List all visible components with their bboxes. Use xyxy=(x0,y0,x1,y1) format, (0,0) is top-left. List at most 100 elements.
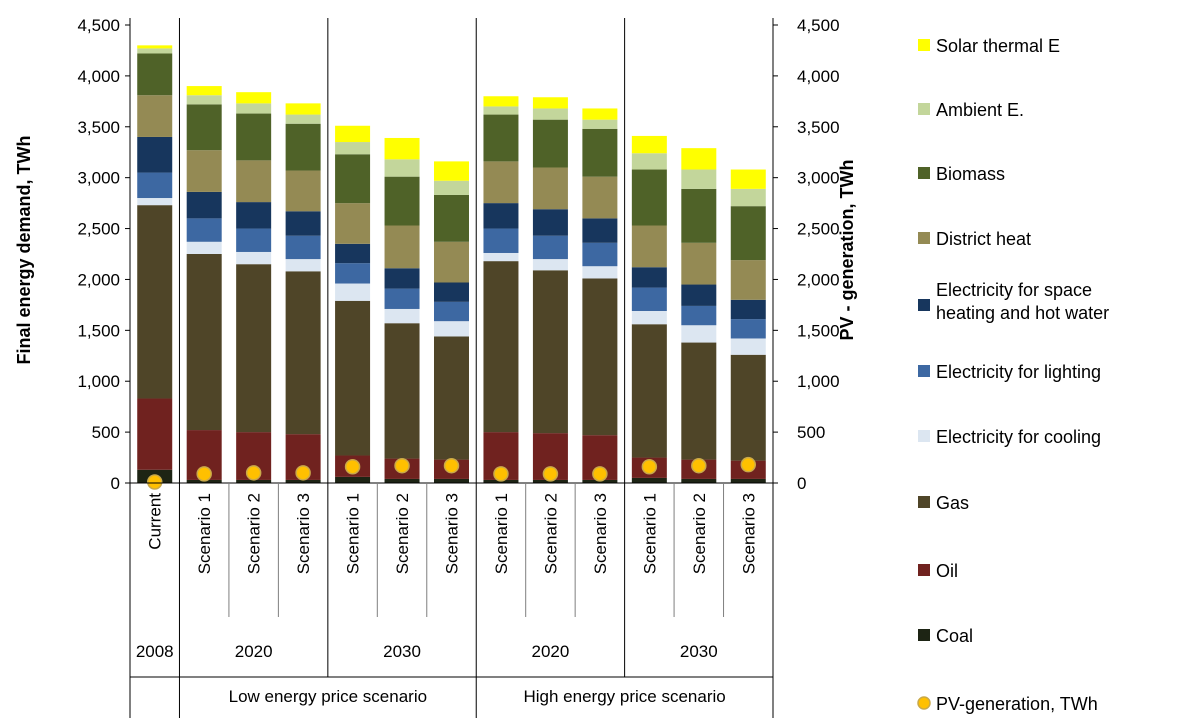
y-tick-label-left: 500 xyxy=(92,423,120,442)
bar-segment-ambient-e xyxy=(681,169,717,189)
legend-label: Biomass xyxy=(936,164,1005,184)
bar-segment-electricity-for-space-heating-and-hot-water xyxy=(236,202,272,229)
category-label: Scenario 1 xyxy=(195,493,214,574)
bar-segment-ambient-e xyxy=(285,114,321,124)
pv-point xyxy=(344,458,361,475)
pv-point xyxy=(641,458,658,475)
legend-label: heating and hot water xyxy=(936,303,1109,323)
bar-segment-coal xyxy=(236,479,272,483)
bar-segment-solar-thermal-e xyxy=(681,148,717,170)
bar-segment-electricity-for-cooling xyxy=(335,283,371,301)
category-label: Scenario 2 xyxy=(541,493,560,574)
bar-segment-electricity-for-lighting xyxy=(335,263,371,284)
category-label: Scenario 3 xyxy=(739,493,758,574)
bar-segment-gas xyxy=(137,205,173,399)
y-tick-label-right: 3,000 xyxy=(797,169,840,188)
y-axis-right-title: PV - generation, TWh xyxy=(837,159,857,340)
pv-point xyxy=(394,457,410,474)
bar-segment-biomass xyxy=(285,123,321,171)
pv-point xyxy=(493,466,509,482)
group-labels: 2008 2020 2030 2020 2030 Low energy price sce… xyxy=(136,642,726,706)
bar-segment-electricity-for-cooling xyxy=(186,241,222,254)
bar-segment-coal xyxy=(730,478,766,483)
y-axis-left-ticks: 0 500 1,000 1,500 2,000 2,500 3,000 3,500 4,000 4… xyxy=(77,16,130,493)
bar-segment-electricity-for-lighting xyxy=(483,228,519,253)
bar-segment-district-heat xyxy=(335,203,371,244)
legend-swatch xyxy=(918,103,930,115)
bar-segment-coal xyxy=(384,478,420,483)
bar-segment-electricity-for-lighting xyxy=(137,172,173,199)
pv-point xyxy=(691,457,707,474)
category-label: Scenario 2 xyxy=(393,493,412,574)
pv-point xyxy=(542,466,559,482)
axes-lines xyxy=(129,18,774,718)
scenario-group-label: Low energy price scenario xyxy=(229,687,427,706)
bar-segment-electricity-for-space-heating-and-hot-water xyxy=(384,268,420,289)
bar-segment-electricity-for-space-heating-and-hot-water xyxy=(631,267,667,288)
legend-label: PV-generation, TWh xyxy=(936,694,1098,714)
bar-segment-solar-thermal-e xyxy=(582,108,618,120)
legend-swatch xyxy=(918,430,930,442)
bar-segment-district-heat xyxy=(186,150,222,192)
bar-segment-solar-thermal-e xyxy=(137,45,173,49)
bar-segment-solar-thermal-e xyxy=(236,92,272,104)
category-label: Scenario 1 xyxy=(640,493,659,574)
bar-segment-biomass xyxy=(384,176,420,226)
bar-segment-electricity-for-cooling xyxy=(631,310,667,325)
bar-segment-district-heat xyxy=(236,160,272,203)
y-tick-label-right: 1,500 xyxy=(797,321,840,340)
pv-generation-points xyxy=(146,456,757,490)
legend-label: Gas xyxy=(936,493,969,513)
bar-segment-solar-thermal-e xyxy=(631,135,667,154)
bar-segment-biomass xyxy=(335,154,371,204)
legend-swatch xyxy=(918,299,930,311)
y-tick-label-right: 3,500 xyxy=(797,118,840,137)
bar-segment-electricity-for-lighting xyxy=(186,218,222,242)
bar-segment-coal xyxy=(631,477,667,483)
bar-segment-ambient-e xyxy=(483,106,519,115)
y-tick-label-right: 4,500 xyxy=(797,16,840,35)
bar-segment-coal xyxy=(681,478,717,483)
bar-segment-electricity-for-space-heating-and-hot-water xyxy=(285,211,321,236)
bar-segment-ambient-e xyxy=(137,48,173,54)
bar-segment-district-heat xyxy=(483,161,519,204)
legend-swatch xyxy=(918,365,930,377)
bar-segment-electricity-for-lighting xyxy=(434,301,469,322)
bar-segment-electricity-for-lighting xyxy=(236,228,272,252)
bar-segment-district-heat xyxy=(384,225,420,269)
bar-segment-district-heat xyxy=(137,95,173,137)
year-group-label: 2008 xyxy=(136,642,174,661)
bar-segment-solar-thermal-e xyxy=(285,103,321,115)
bar-segment-electricity-for-space-heating-and-hot-water xyxy=(335,243,371,264)
bar-segment-solar-thermal-e xyxy=(434,161,469,181)
bar-segment-ambient-e xyxy=(730,188,766,207)
legend-swatch xyxy=(918,167,930,179)
bar-segment-gas xyxy=(285,271,321,435)
bar-segment-electricity-for-space-heating-and-hot-water xyxy=(186,191,222,219)
bar-segment-district-heat xyxy=(582,176,618,219)
bar-segment-ambient-e xyxy=(631,153,667,170)
pv-point xyxy=(295,465,311,481)
year-group-label: 2020 xyxy=(532,642,570,661)
legend-swatch xyxy=(918,629,930,641)
y-tick-label-right: 500 xyxy=(797,423,825,442)
y-axis-right-ticks: 0 500 1,000 1,500 2,000 2,500 3,000 3,500 4,000 4… xyxy=(773,16,840,493)
legend: Solar thermal E Ambient E. Biomass District… xyxy=(917,36,1109,714)
bar-segment-electricity-for-space-heating-and-hot-water xyxy=(434,282,469,302)
bar-segment-solar-thermal-e xyxy=(384,137,420,160)
bar-segment-electricity-for-cooling xyxy=(384,308,420,324)
legend-swatch xyxy=(918,496,930,508)
bar-segment-gas xyxy=(186,254,222,431)
bar-segment-district-heat xyxy=(681,242,717,285)
bar-segment-biomass xyxy=(582,128,618,177)
bar-segment-electricity-for-lighting xyxy=(384,288,420,309)
bar-segment-biomass xyxy=(730,206,766,261)
bar-segment-coal xyxy=(434,478,469,483)
legend-label: Electricity for lighting xyxy=(936,362,1101,382)
bar-segment-solar-thermal-e xyxy=(730,169,766,189)
legend-swatch xyxy=(918,39,930,51)
bar-segment-electricity-for-space-heating-and-hot-water xyxy=(483,203,519,229)
bar-segment-gas xyxy=(483,261,519,433)
pv-point xyxy=(245,465,262,481)
bar-segment-gas xyxy=(335,300,371,456)
